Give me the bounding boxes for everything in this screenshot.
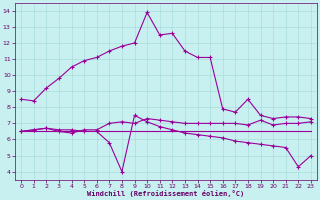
X-axis label: Windchill (Refroidissement éolien,°C): Windchill (Refroidissement éolien,°C) <box>87 190 245 197</box>
